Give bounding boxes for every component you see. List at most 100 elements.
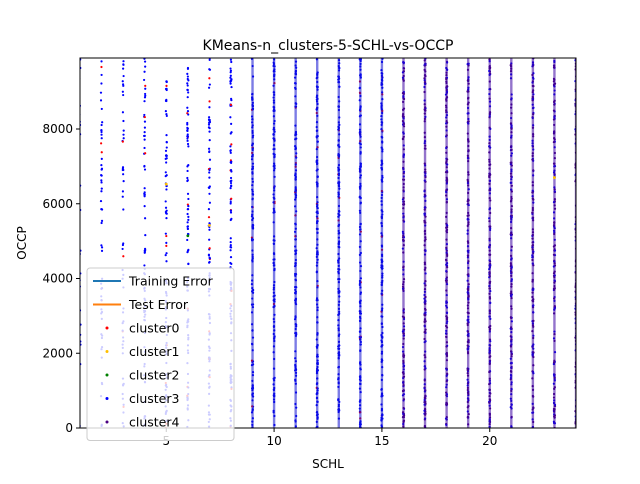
data-point: [230, 79, 233, 82]
data-point: [165, 84, 168, 87]
data-point: [229, 187, 232, 190]
data-point: [165, 217, 168, 220]
data-point: [99, 91, 103, 94]
data-point: [100, 142, 103, 145]
data-point: [187, 208, 190, 211]
legend-point-swatch: [105, 420, 109, 424]
y-tick-label: 8000: [42, 122, 73, 136]
data-point: [186, 142, 190, 146]
data-point: [165, 112, 168, 116]
data-point: [100, 246, 104, 249]
data-point: [164, 157, 167, 160]
column-band: [359, 58, 362, 428]
data-point: [229, 103, 233, 106]
data-point: [208, 176, 211, 179]
data-point: [143, 78, 146, 82]
data-point: [208, 127, 211, 130]
data-point: [100, 60, 103, 63]
data-point: [186, 251, 189, 254]
schl-column-14: [358, 58, 363, 428]
data-point: [144, 92, 147, 96]
column-band: [574, 58, 576, 428]
data-point: [165, 188, 168, 191]
data-point: [143, 138, 146, 141]
data-point: [121, 247, 124, 251]
data-point: [144, 152, 147, 155]
data-point: [229, 246, 233, 249]
data-point: [208, 171, 211, 174]
data-point: [100, 130, 103, 134]
data-point: [164, 87, 168, 91]
data-point: [122, 84, 125, 87]
data-point: [186, 139, 189, 142]
data-point: [122, 119, 125, 123]
data-point: [165, 114, 168, 118]
data-point: [229, 74, 232, 77]
data-point: [208, 150, 211, 153]
data-point: [229, 82, 232, 85]
data-point: [164, 254, 167, 257]
data-point: [186, 75, 189, 78]
data-point: [143, 195, 146, 198]
data-point: [122, 133, 125, 136]
data-point: [143, 187, 146, 190]
data-point: [100, 181, 103, 184]
data-point: [100, 168, 103, 171]
data-point: [186, 88, 189, 91]
schl-column-13: [337, 58, 341, 428]
legend-label: Training Error: [128, 274, 214, 289]
data-point: [186, 225, 189, 228]
data-point: [186, 110, 190, 113]
data-point: [186, 212, 189, 216]
data-point: [230, 160, 233, 163]
data-point: [208, 106, 211, 109]
data-point: [99, 199, 103, 203]
data-point: [207, 123, 211, 126]
schl-column-12: [315, 58, 319, 428]
data-point: [229, 209, 232, 212]
legend-entry-cluster4: cluster4: [105, 415, 180, 430]
data-point: [187, 145, 190, 148]
data-point: [208, 139, 211, 142]
data-point: [186, 123, 189, 126]
schl-column-10: [272, 58, 276, 428]
data-point: [187, 197, 190, 201]
data-point: [143, 250, 146, 253]
data-point: [143, 126, 146, 129]
data-point: [187, 262, 190, 265]
data-point: [229, 76, 232, 79]
data-point: [143, 100, 146, 103]
legend-label: cluster0: [129, 321, 180, 336]
data-point: [143, 120, 147, 123]
data-point: [186, 82, 189, 85]
data-point: [229, 200, 232, 204]
data-point: [121, 190, 125, 193]
x-tick-label: 15: [374, 434, 389, 448]
data-point: [143, 217, 147, 220]
data-point: [186, 192, 190, 195]
data-point: [208, 256, 211, 259]
column-band: [337, 58, 340, 428]
data-point: [121, 195, 124, 198]
data-point: [230, 122, 233, 125]
data-point: [164, 206, 168, 209]
data-point: [100, 173, 103, 177]
data-point: [121, 80, 124, 83]
data-point: [207, 86, 211, 89]
legend-point-swatch: [105, 373, 109, 377]
data-point: [187, 248, 190, 251]
data-point: [165, 140, 168, 144]
legend-point-swatch: [105, 350, 109, 353]
data-point: [229, 71, 232, 74]
data-point: [143, 113, 146, 117]
data-point: [208, 130, 211, 133]
data-point: [186, 135, 189, 138]
y-tick-label: 6000: [42, 197, 73, 211]
data-point: [100, 129, 103, 132]
data-point: [122, 60, 125, 63]
data-point: [230, 131, 233, 134]
x-axis-label: SCHL: [312, 457, 344, 471]
column-band: [488, 58, 491, 428]
data-point: [229, 145, 232, 148]
y-tick-label: 4000: [42, 272, 73, 286]
